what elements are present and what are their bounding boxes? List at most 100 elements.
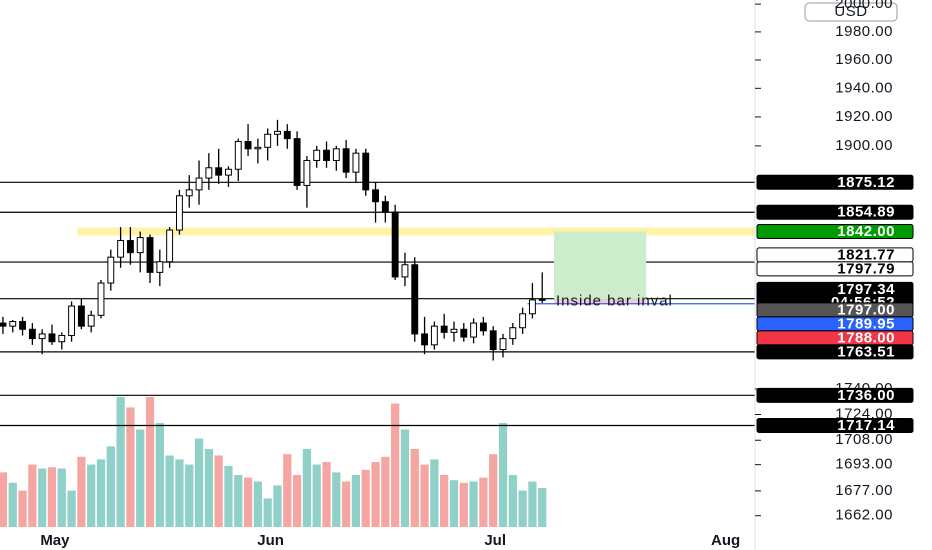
candle-body <box>499 338 507 351</box>
volume-bar <box>381 456 390 527</box>
currency: USD <box>834 3 867 20</box>
candle-body <box>38 333 46 340</box>
volume-bar <box>479 477 488 527</box>
price-label: 1736.00 <box>837 387 895 404</box>
candle-body <box>117 240 125 258</box>
candle-body <box>421 333 429 346</box>
candle-body <box>538 298 546 301</box>
price-box <box>756 261 914 277</box>
x-tick-label: Jun <box>257 532 284 549</box>
x-tick-label: Aug <box>711 532 740 549</box>
candle-body <box>0 322 7 327</box>
candle-body <box>470 322 478 338</box>
volume-bar <box>283 454 292 527</box>
volume-bar <box>126 407 135 527</box>
volume-bar <box>243 477 253 527</box>
candle-body <box>97 282 105 316</box>
candle-body <box>460 328 468 338</box>
volume-bar <box>440 475 449 527</box>
volume-bar <box>185 464 194 527</box>
candle-body <box>352 152 360 173</box>
volume-bar <box>204 449 213 527</box>
volume-bar <box>518 490 527 527</box>
annotation: Inside bar inval <box>556 292 673 309</box>
volume-bar <box>57 468 66 527</box>
candle-body <box>479 322 487 332</box>
candle-body <box>283 130 291 140</box>
volume-bar <box>400 429 410 527</box>
volume-bar <box>67 490 76 527</box>
volume-bar <box>96 459 106 527</box>
y-tick-label: 1980.00 <box>835 23 893 40</box>
candle-body <box>313 149 321 161</box>
candle-body <box>244 141 252 150</box>
y-tick-label: 1900.00 <box>835 137 893 154</box>
price-label: 1821.77 <box>837 246 895 263</box>
x-tick-label: May <box>40 532 70 549</box>
candle-body <box>225 168 232 176</box>
candle-body <box>77 305 85 327</box>
volume-bar <box>263 498 272 527</box>
price-label: 1797.00 <box>837 301 895 318</box>
volume-bar <box>214 455 223 527</box>
price-box <box>756 418 914 434</box>
volume-bar <box>312 464 321 527</box>
price-label: 1763.51 <box>837 343 895 360</box>
currency-box <box>804 2 898 22</box>
price-label: 1789.95 <box>837 315 895 332</box>
candle-body <box>274 130 281 135</box>
candle-body <box>362 152 370 191</box>
volume-bar <box>508 475 517 527</box>
volume-bar <box>77 456 86 527</box>
price-box <box>756 174 914 190</box>
volume-bar <box>410 449 419 527</box>
volume-bar <box>302 449 312 527</box>
candle-body <box>146 237 154 273</box>
candle-body <box>303 159 311 186</box>
zone <box>77 227 755 236</box>
volume-bar <box>420 464 429 527</box>
candle-body <box>234 141 242 170</box>
volume-bar <box>391 403 400 527</box>
volume-bar <box>18 490 27 527</box>
candle-body <box>519 313 527 329</box>
candle-body <box>48 333 56 343</box>
candle-body <box>19 321 26 330</box>
price-label: 1842.00 <box>837 223 895 240</box>
y-tick-label: 1960.00 <box>835 51 893 68</box>
volume-bar <box>224 465 233 527</box>
volume-bar <box>322 462 331 527</box>
candle-body <box>28 328 36 340</box>
volume-bar <box>361 469 370 527</box>
price-box <box>756 387 914 403</box>
volume-bar <box>47 467 57 527</box>
x-tick-label: Jul <box>484 532 506 549</box>
candle-body <box>175 195 183 231</box>
price-box <box>756 224 914 240</box>
candle-body <box>156 261 164 273</box>
price-label: 1875.12 <box>837 174 895 191</box>
volume-bar <box>489 454 498 527</box>
price-label: 1854.89 <box>837 204 895 221</box>
candle-body <box>401 264 409 278</box>
candle-body <box>293 138 301 186</box>
price-label: 1797.34 <box>837 281 895 298</box>
candle-body <box>430 325 438 346</box>
candle-body <box>411 264 419 335</box>
plot-area: May Jun Jul Aug Inside bar inval <box>0 119 755 549</box>
volume-bar <box>371 462 380 527</box>
volume-bar <box>538 488 547 527</box>
candle-body <box>323 149 330 161</box>
candle-body <box>254 146 262 150</box>
candle-body <box>136 237 144 254</box>
volume-bar <box>273 485 282 527</box>
volume-bar <box>155 423 164 527</box>
volume-bar <box>28 464 37 527</box>
candle-body <box>9 321 17 327</box>
volume-bar <box>234 475 243 527</box>
volume-bar <box>136 429 145 527</box>
candle-body <box>450 328 458 333</box>
volume-bar <box>351 475 361 527</box>
candle-body <box>391 211 399 278</box>
